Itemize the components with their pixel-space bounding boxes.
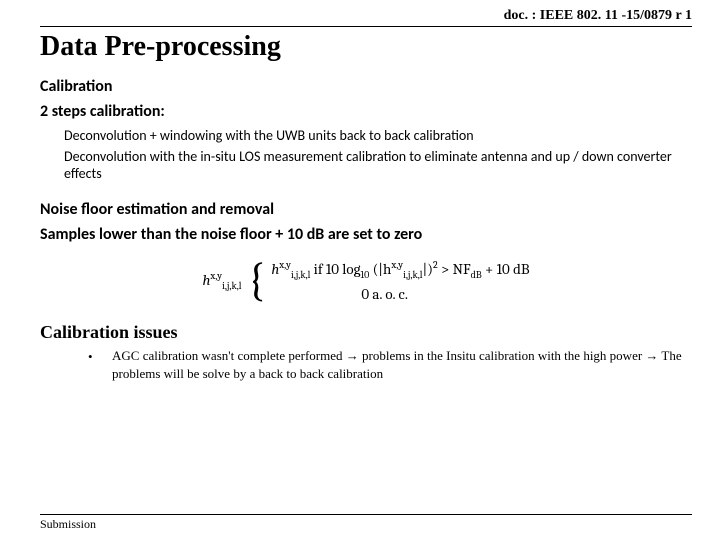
arrow-icon: → [346, 348, 359, 363]
footer: Submission [40, 514, 692, 532]
steps-heading: 2 steps calibration: [40, 102, 692, 121]
calibration-heading: Calibration [40, 77, 692, 96]
bottom-rule [40, 514, 692, 515]
eq-case-2: 0 a. o. c. [271, 285, 529, 303]
equation-block: hx,yi,j,k,l { hx,yi,j,k,l if 10 log10 (|… [40, 258, 692, 304]
eq-lhs: hx,yi,j,k,l [202, 270, 241, 292]
step-2: Deconvolution with the in-situ LOS measu… [64, 148, 692, 182]
bullet-icon: • [88, 348, 96, 382]
bullet-text: AGC calibration wasn't complete performe… [112, 347, 692, 382]
footer-label: Submission [40, 517, 96, 531]
step-1: Deconvolution + windowing with the UWB u… [64, 127, 692, 144]
page-title: Data Pre-processing [40, 31, 692, 63]
eq-cases: hx,yi,j,k,l if 10 log10 (|hx,yi,j,k,l|)2… [271, 259, 529, 303]
doc-reference: doc. : IEEE 802. 11 -15/0879 r 1 [40, 8, 692, 24]
arrow-icon: → [645, 348, 658, 363]
list-item: • AGC calibration wasn't complete perfor… [88, 347, 692, 382]
brace-icon: { [248, 258, 266, 304]
samples-line: Samples lower than the noise floor + 10 … [40, 225, 692, 244]
issues-heading: Calibration issues [40, 322, 692, 343]
eq-case-1: hx,yi,j,k,l if 10 log10 (|hx,yi,j,k,l|)2… [271, 259, 529, 281]
top-rule [40, 26, 692, 27]
noise-heading: Noise floor estimation and removal [40, 200, 692, 219]
